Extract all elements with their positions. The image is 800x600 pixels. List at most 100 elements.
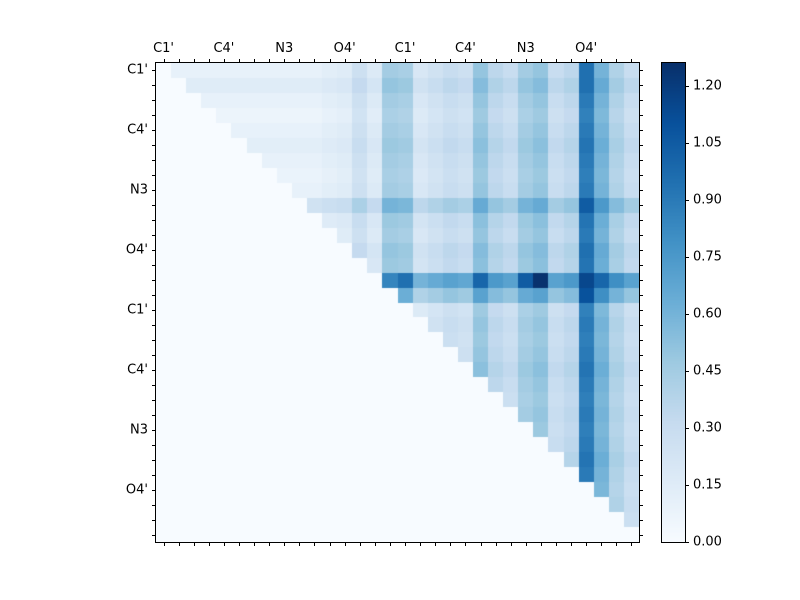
y-axis-tick	[639, 534, 643, 536]
y-axis-tick	[152, 145, 156, 147]
x-axis-tick	[374, 542, 376, 546]
x-axis-tick	[420, 59, 422, 63]
x-axis-tick	[208, 59, 210, 63]
colorbar-tick	[685, 256, 689, 258]
y-axis-tick	[152, 309, 156, 311]
y-axis-tick	[152, 220, 156, 222]
colorbar-tick	[685, 484, 689, 486]
y-axis-tick	[152, 399, 156, 401]
colorbar-tick	[685, 142, 689, 144]
x-axis-tick	[420, 542, 422, 546]
y-tick-label: C4'	[127, 122, 148, 138]
x-axis-tick	[525, 59, 527, 63]
colorbar-tick	[685, 542, 689, 543]
x-axis-tick	[193, 542, 195, 546]
y-tick-label: C1'	[127, 62, 148, 78]
x-axis-tick	[480, 542, 482, 546]
y-tick-label: N3	[130, 422, 148, 438]
y-axis-tick	[639, 205, 643, 207]
x-axis-tick	[299, 542, 301, 546]
y-axis-tick	[152, 85, 156, 87]
y-axis-tick	[152, 265, 156, 267]
y-axis-tick	[639, 145, 643, 147]
x-axis-tick	[254, 542, 256, 546]
x-tick-label: C1'	[394, 41, 416, 56]
y-tick-label: O4'	[125, 482, 148, 498]
heatmap-plot: C1' C4' N3 O4' C1' C4' N3 O4' C1' C4' N3 O4' C1' C4' N…	[126, 41, 643, 546]
x-axis-tick	[314, 542, 316, 546]
y-axis-tick	[152, 100, 156, 102]
x-axis-tick	[601, 542, 603, 546]
x-axis-tick	[389, 542, 391, 546]
x-tick-label: N3	[275, 41, 294, 56]
colorbar-tick-label: 1.20	[693, 78, 722, 94]
y-axis-tick	[152, 474, 156, 476]
colorbar-tick	[685, 85, 689, 87]
x-tick-label: O4'	[333, 41, 356, 56]
x-axis-tick	[495, 542, 497, 546]
y-axis-tick	[639, 504, 643, 506]
y-axis-tick	[152, 339, 156, 341]
y-axis-tick	[639, 429, 643, 431]
x-axis-tick	[510, 59, 512, 63]
x-axis-tick	[299, 59, 301, 63]
x-axis-tick	[223, 59, 225, 63]
x-axis-tick	[601, 59, 603, 63]
x-axis-tick	[555, 59, 557, 63]
y-axis-tick	[152, 354, 156, 356]
y-axis-tick	[639, 190, 643, 192]
y-axis-tick	[152, 324, 156, 326]
y-tick-label: C4'	[127, 362, 148, 378]
x-axis-tick	[208, 542, 210, 546]
x-axis-tick	[616, 59, 618, 63]
x-axis-tick	[525, 542, 527, 546]
y-axis-tick	[152, 115, 156, 117]
y-axis-tick	[639, 295, 643, 297]
x-axis-tick	[586, 542, 588, 546]
y-axis-tick	[152, 235, 156, 237]
y-axis-tick	[152, 489, 156, 491]
y-axis-tick	[639, 130, 643, 132]
y-axis-tick	[639, 235, 643, 237]
colorbar-tick-label: 0.75	[693, 249, 722, 265]
x-axis-tick	[163, 542, 165, 546]
y-axis-tick	[152, 250, 156, 252]
x-axis-tick	[163, 59, 165, 63]
y-axis-tick	[639, 474, 643, 476]
heatmap-canvas	[156, 63, 639, 542]
colorbar-tick-label: 0.60	[693, 306, 722, 322]
x-axis-tick	[178, 59, 180, 63]
x-tick-label: N3	[516, 41, 535, 56]
y-axis-tick	[639, 339, 643, 341]
y-axis-tick	[152, 295, 156, 297]
colorbar-tick-label: 0.00	[693, 534, 722, 550]
x-tick-label: C4'	[454, 41, 476, 56]
x-axis-tick	[329, 542, 331, 546]
y-axis-tick	[639, 175, 643, 177]
y-axis-tick	[639, 414, 643, 416]
x-axis-tick	[389, 59, 391, 63]
y-axis-tick	[639, 280, 643, 282]
y-tick-label: C1'	[127, 302, 148, 318]
y-axis-tick	[639, 519, 643, 521]
y-axis-tick	[639, 384, 643, 386]
y-axis-tick	[152, 160, 156, 162]
x-axis-tick	[465, 59, 467, 63]
colorbar-tick-label: 0.90	[693, 192, 722, 208]
y-axis-tick	[639, 369, 643, 371]
x-axis-tick	[405, 59, 407, 63]
x-axis-tick	[314, 59, 316, 63]
x-axis-tick	[405, 542, 407, 546]
colorbar-tick-label: 0.30	[693, 420, 722, 436]
y-axis-tick	[639, 70, 643, 72]
x-axis-tick	[223, 542, 225, 546]
x-axis-tick	[329, 59, 331, 63]
colorbar-tick	[685, 370, 689, 372]
x-axis-tick	[374, 59, 376, 63]
y-axis-tick	[152, 414, 156, 416]
y-axis-tick	[639, 459, 643, 461]
x-axis-tick	[284, 59, 286, 63]
x-axis-tick	[480, 59, 482, 63]
y-axis-tick	[639, 220, 643, 222]
